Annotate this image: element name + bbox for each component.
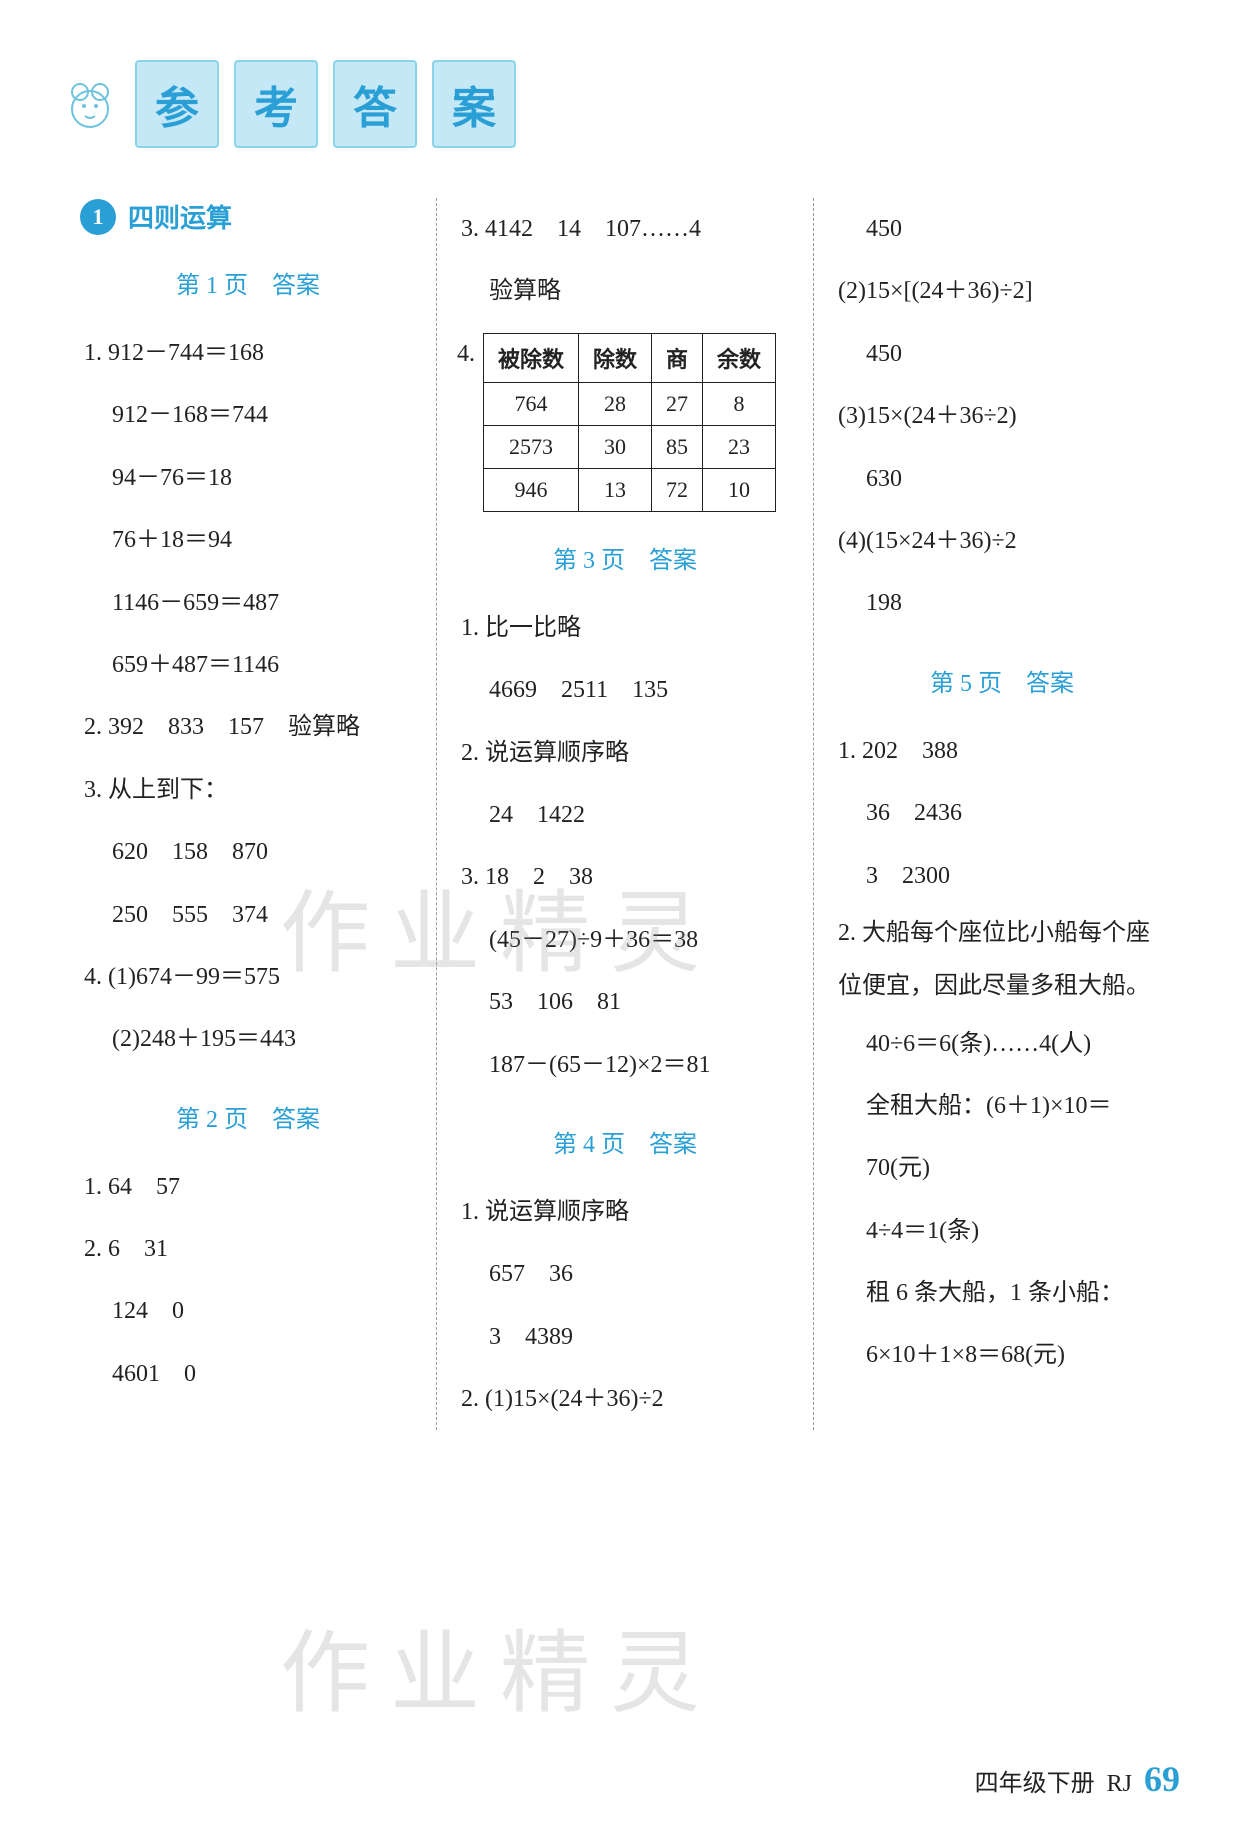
table-question-number: 4. [457, 333, 475, 368]
table-cell: 27 [652, 382, 703, 425]
answer-line: 24 1422 [461, 784, 793, 846]
table-header-row: 被除数 除数 商 余数 [484, 333, 776, 382]
chapter-title: 四则运算 [128, 198, 232, 235]
answer-line: 53 106 81 [461, 971, 793, 1033]
answer-line: 2. 6 31 [84, 1218, 416, 1280]
answer-line: 全租大船：(6＋1)×10＝ [838, 1075, 1170, 1137]
table-cell: 28 [579, 382, 652, 425]
table-header: 除数 [579, 333, 652, 382]
table-row: 764 28 27 8 [484, 382, 776, 425]
table-header: 商 [652, 333, 703, 382]
answer-line: 4601 0 [84, 1343, 416, 1405]
answer-line: 94－76＝18 [84, 447, 416, 509]
answer-line: 1146－659＝487 [84, 572, 416, 634]
title-char-1: 参 [135, 60, 219, 148]
answer-line: 4669 2511 135 [461, 659, 793, 721]
column-3: 450 (2)15×[(24＋36)÷2] 450 (3)15×(24＋36÷2… [814, 198, 1190, 1430]
page-header: 参 考 答 案 [60, 60, 1190, 148]
answer-line: 1. 说运算顺序略 [461, 1181, 793, 1243]
answer-line: 4. (1)674－99＝575 [84, 946, 416, 1008]
answer-line: 3 4389 [461, 1306, 793, 1368]
answer-line: 912－168＝744 [84, 384, 416, 446]
answer-line: 3. 从上到下： [84, 759, 416, 821]
table-cell: 72 [652, 468, 703, 511]
answer-line: (3)15×(24＋36÷2) [838, 385, 1170, 447]
watermark: 作业精灵 [280, 1600, 720, 1730]
chapter-header: 1 四则运算 [80, 198, 416, 235]
title-char-2: 考 [234, 60, 318, 148]
answer-line: 40÷6＝6(条)……4(人) [838, 1013, 1170, 1075]
answer-line: 630 [838, 448, 1170, 510]
page-5-title: 第 5 页 答案 [834, 663, 1170, 698]
answer-line: 3 2300 [838, 845, 1170, 907]
answer-line: 2. 大船每个座位比小船每个座位便宜，因此尽量多租大船。 [838, 907, 1170, 1013]
page-footer: 四年级下册 RJ 69 [975, 1758, 1180, 1800]
table-cell: 30 [579, 425, 652, 468]
division-table: 被除数 除数 商 余数 764 28 27 8 2573 30 85 23 [483, 333, 776, 512]
answer-line: 198 [838, 572, 1170, 634]
answer-line: 657 36 [461, 1243, 793, 1305]
answer-line: 1. 64 57 [84, 1156, 416, 1218]
mascot-icon [60, 74, 120, 134]
table-row: 946 13 72 10 [484, 468, 776, 511]
table-header: 余数 [703, 333, 776, 382]
footer-page-number: 69 [1144, 1758, 1180, 1800]
table-cell: 10 [703, 468, 776, 511]
answer-line: 租 6 条大船，1 条小船： [838, 1262, 1170, 1324]
answer-line: 6×10＋1×8＝68(元) [838, 1324, 1170, 1386]
answer-line: 70(元) [838, 1137, 1170, 1199]
table-cell: 764 [484, 382, 579, 425]
answer-line: 3. 4142 14 107……4 [461, 198, 793, 260]
page-1-title: 第 1 页 答案 [80, 265, 416, 300]
answer-line: 4÷4＝1(条) [838, 1200, 1170, 1262]
table-cell: 8 [703, 382, 776, 425]
table-header: 被除数 [484, 333, 579, 382]
answer-line: 2. (1)15×(24＋36)÷2 [461, 1368, 793, 1430]
answer-line: (45－27)÷9＋36＝38 [461, 909, 793, 971]
answer-line: 659＋487＝1146 [84, 634, 416, 696]
title-char-4: 案 [432, 60, 516, 148]
answer-line: 1. 比一比略 [461, 597, 793, 659]
table-cell: 13 [579, 468, 652, 511]
page-3-title: 第 3 页 答案 [457, 540, 793, 575]
answer-line: 187－(65－12)×2＝81 [461, 1034, 793, 1096]
content-area: 1 四则运算 第 1 页 答案 1. 912－744＝168 912－168＝7… [60, 198, 1190, 1430]
page-4-title: 第 4 页 答案 [457, 1124, 793, 1159]
footer-edition: RJ [1107, 1771, 1132, 1798]
answer-line: 124 0 [84, 1280, 416, 1342]
chapter-number-badge: 1 [80, 199, 116, 235]
table-row: 2573 30 85 23 [484, 425, 776, 468]
answer-line: (2)15×[(24＋36)÷2] [838, 260, 1170, 322]
page-2-title: 第 2 页 答案 [80, 1099, 416, 1134]
column-2: 3. 4142 14 107……4 验算略 4. 被除数 除数 商 余数 764… [437, 198, 814, 1430]
title-char-3: 答 [333, 60, 417, 148]
answer-line: 3. 18 2 38 [461, 846, 793, 908]
answer-line: 2. 392 833 157 验算略 [84, 696, 416, 758]
table-cell: 85 [652, 425, 703, 468]
division-table-wrap: 4. 被除数 除数 商 余数 764 28 27 8 2573 30 85 [457, 333, 793, 512]
answer-line: (2)248＋195＝443 [84, 1008, 416, 1070]
answer-line: 1. 202 388 [838, 720, 1170, 782]
footer-grade: 四年级下册 [975, 1763, 1095, 1798]
column-1: 1 四则运算 第 1 页 答案 1. 912－744＝168 912－168＝7… [60, 198, 437, 1430]
table-cell: 946 [484, 468, 579, 511]
answer-line: 250 555 374 [84, 884, 416, 946]
answer-line: 36 2436 [838, 782, 1170, 844]
answer-line: 2. 说运算顺序略 [461, 722, 793, 784]
answer-line: (4)(15×24＋36)÷2 [838, 510, 1170, 572]
answer-line: 76＋18＝94 [84, 509, 416, 571]
answer-line: 验算略 [461, 260, 793, 322]
answer-line: 1. 912－744＝168 [84, 322, 416, 384]
table-cell: 23 [703, 425, 776, 468]
answer-line: 620 158 870 [84, 821, 416, 883]
answer-line: 450 [838, 198, 1170, 260]
answer-line: 450 [838, 323, 1170, 385]
table-cell: 2573 [484, 425, 579, 468]
